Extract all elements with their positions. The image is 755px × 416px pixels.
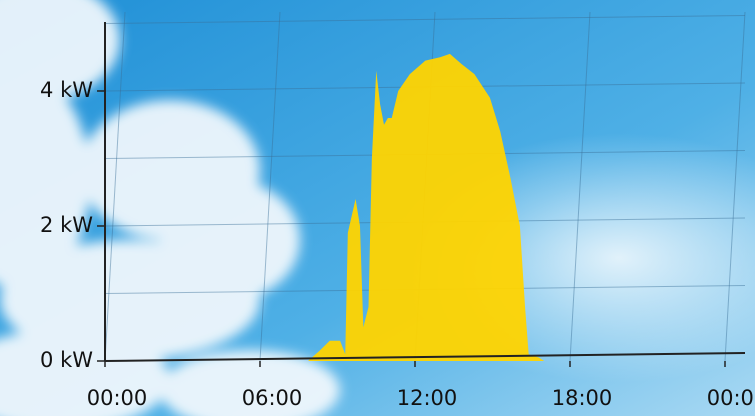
x-tick-label: 00:00 [87,386,148,410]
x-tick-label: 12:00 [397,386,458,410]
x-tick-label: 00:00 [707,386,755,410]
y-tick-label: 2 kW [40,213,93,237]
y-tick-label: 0 kW [40,348,93,372]
x-tick-label: 18:00 [552,386,613,410]
y-tick-label: 4 kW [40,78,93,102]
x-tick-label: 06:00 [242,386,303,410]
chart: 0 kW 2 kW 4 kW 00:00 06:00 12:00 18:00 00:00 [0,0,755,416]
